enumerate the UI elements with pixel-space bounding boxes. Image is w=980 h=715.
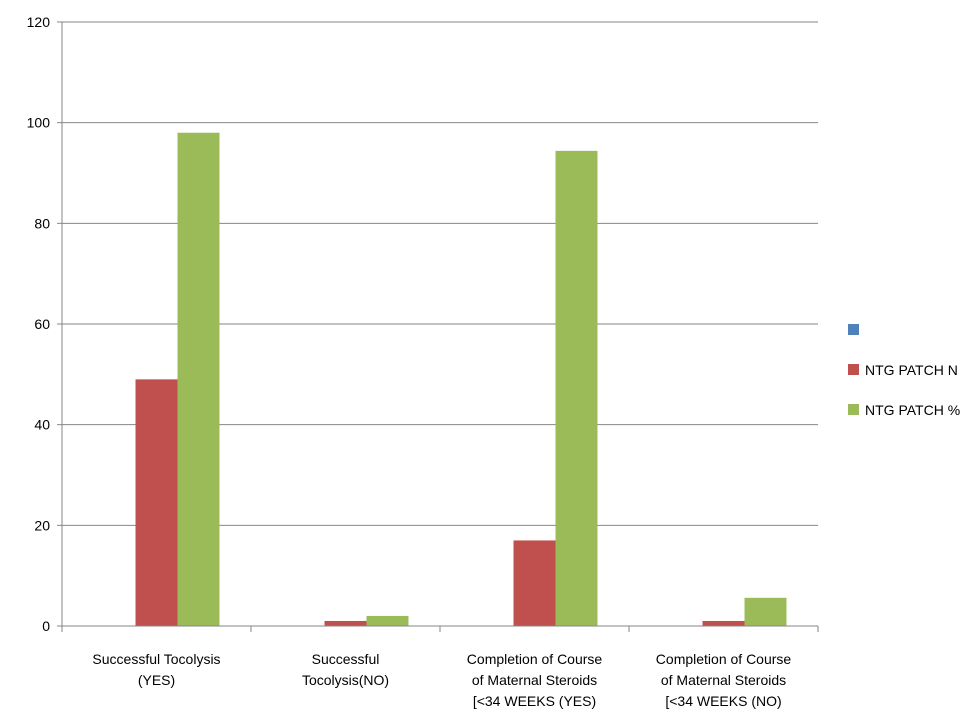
x-category-label: of Maternal Steroids	[661, 672, 786, 688]
bar	[324, 620, 367, 626]
y-tick-label: 100	[27, 115, 51, 131]
x-category-label: [<34 WEEKS (YES)	[473, 693, 596, 709]
bar	[135, 379, 178, 626]
y-tick-label: 120	[27, 14, 51, 30]
bars	[135, 132, 787, 626]
y-tick-label: 20	[34, 517, 50, 533]
legend-swatch	[848, 404, 859, 415]
legend-swatch	[848, 364, 859, 375]
x-category-label: of Maternal Steroids	[472, 672, 597, 688]
x-category-label: Successful	[312, 651, 380, 667]
bar	[513, 540, 556, 626]
legend-label: NTG PATCH N	[865, 362, 958, 378]
x-axis-labels: Successful Tocolysis (YES) Successful Tocol…	[92, 651, 791, 709]
y-tick-label: 0	[42, 618, 50, 634]
y-axis-ticks: 0 20 40 60 80 100 120	[27, 14, 62, 634]
bar	[555, 150, 598, 626]
x-category-label: Completion of Course	[467, 651, 603, 667]
bar	[366, 615, 409, 626]
y-tick-label: 60	[34, 316, 50, 332]
bar	[702, 620, 745, 626]
x-category-label: Completion of Course	[656, 651, 792, 667]
legend-swatch	[848, 324, 859, 335]
bar	[177, 132, 220, 626]
y-tick-label: 40	[34, 417, 50, 433]
legend: NTG PATCH N NTG PATCH %	[848, 324, 960, 418]
x-category-label: Successful Tocolysis	[92, 651, 220, 667]
x-category-label: (YES)	[138, 672, 175, 688]
legend-label: NTG PATCH %	[865, 402, 960, 418]
y-tick-label: 80	[34, 215, 50, 231]
x-category-label: [<34 WEEKS (NO)	[665, 693, 781, 709]
x-category-label: Tocolysis(NO)	[302, 672, 389, 688]
bar	[744, 597, 787, 626]
